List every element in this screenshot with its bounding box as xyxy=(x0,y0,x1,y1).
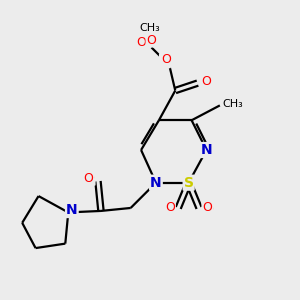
Text: O: O xyxy=(83,172,93,185)
Text: O: O xyxy=(161,53,171,66)
Text: O: O xyxy=(165,202,175,214)
Text: N: N xyxy=(66,203,78,217)
Text: CH₃: CH₃ xyxy=(222,99,243,109)
Text: O: O xyxy=(201,75,211,88)
Text: O: O xyxy=(203,203,213,216)
Text: O: O xyxy=(85,172,94,185)
Text: N: N xyxy=(150,176,162,190)
Text: O: O xyxy=(136,36,146,49)
Text: O: O xyxy=(202,202,212,214)
Text: CH₃: CH₃ xyxy=(140,23,160,33)
Text: O: O xyxy=(160,54,170,67)
Text: O: O xyxy=(164,203,174,216)
Text: S: S xyxy=(184,176,194,190)
Text: N: N xyxy=(201,143,212,157)
Text: O: O xyxy=(201,75,211,88)
Text: O: O xyxy=(146,34,156,46)
